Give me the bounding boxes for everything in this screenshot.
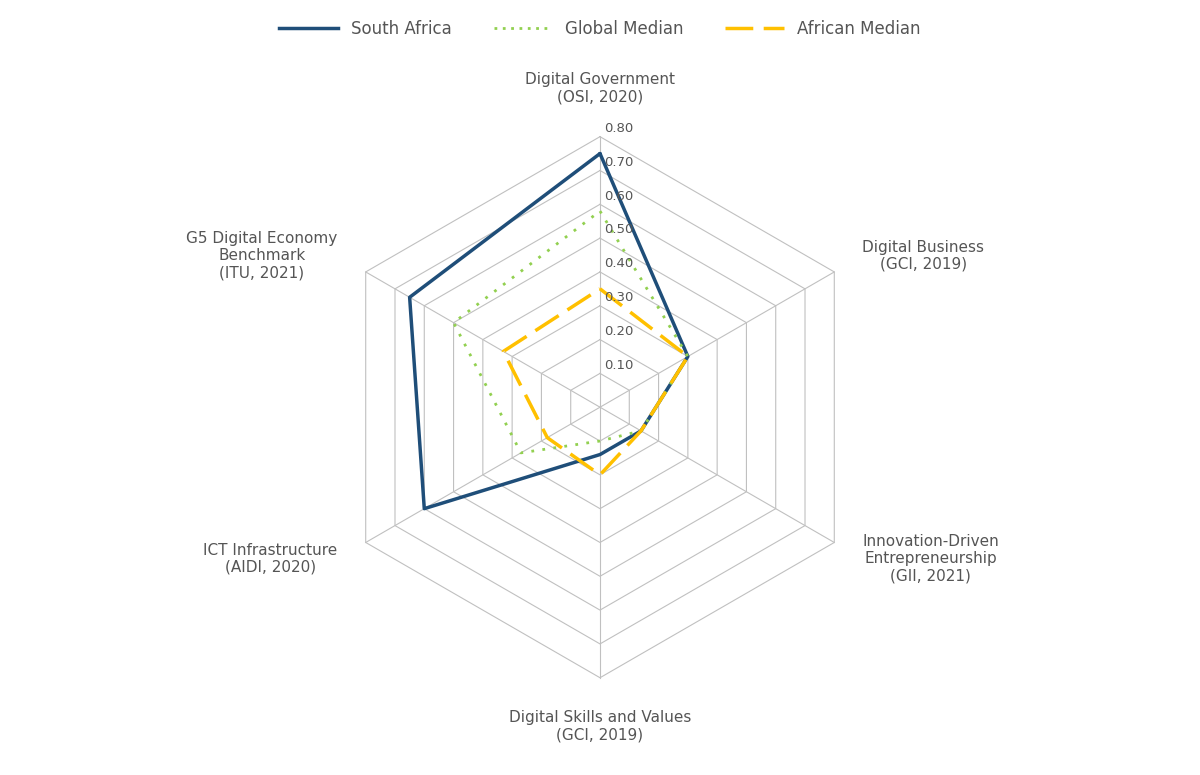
Text: 0.20: 0.20 bbox=[604, 325, 634, 338]
Text: 0.60: 0.60 bbox=[604, 190, 634, 202]
Text: 0.10: 0.10 bbox=[604, 359, 634, 372]
Text: 0.40: 0.40 bbox=[604, 257, 634, 270]
Text: G5 Digital Economy
Benchmark
(ITU, 2021): G5 Digital Economy Benchmark (ITU, 2021) bbox=[186, 231, 337, 281]
Text: Innovation-Driven
Entrepreneurship
(GII, 2021): Innovation-Driven Entrepreneurship (GII,… bbox=[863, 534, 1000, 584]
Text: ICT Infrastructure
(AIDI, 2020): ICT Infrastructure (AIDI, 2020) bbox=[203, 542, 337, 575]
Text: Digital Business
(GCI, 2019): Digital Business (GCI, 2019) bbox=[863, 239, 984, 272]
Text: 0.50: 0.50 bbox=[604, 223, 634, 236]
Text: Digital Skills and Values
(GCI, 2019): Digital Skills and Values (GCI, 2019) bbox=[509, 710, 691, 742]
Text: 0.80: 0.80 bbox=[604, 122, 634, 135]
Text: 0.30: 0.30 bbox=[604, 291, 634, 304]
Text: 0.70: 0.70 bbox=[604, 156, 634, 169]
Text: Digital Government
(OSI, 2020): Digital Government (OSI, 2020) bbox=[524, 72, 674, 104]
Legend: South Africa, Global Median, African Median: South Africa, Global Median, African Med… bbox=[272, 13, 928, 44]
